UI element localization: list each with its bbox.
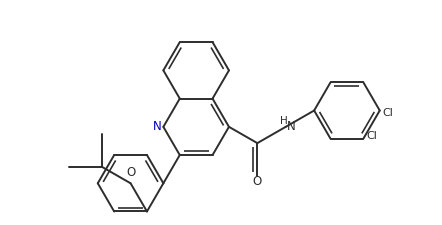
Text: O: O	[126, 166, 135, 179]
Text: O: O	[253, 175, 262, 188]
Text: Cl: Cl	[366, 131, 377, 141]
Text: N: N	[153, 120, 162, 133]
Text: Cl: Cl	[383, 108, 393, 117]
Text: H: H	[280, 116, 288, 126]
Text: N: N	[287, 120, 296, 133]
